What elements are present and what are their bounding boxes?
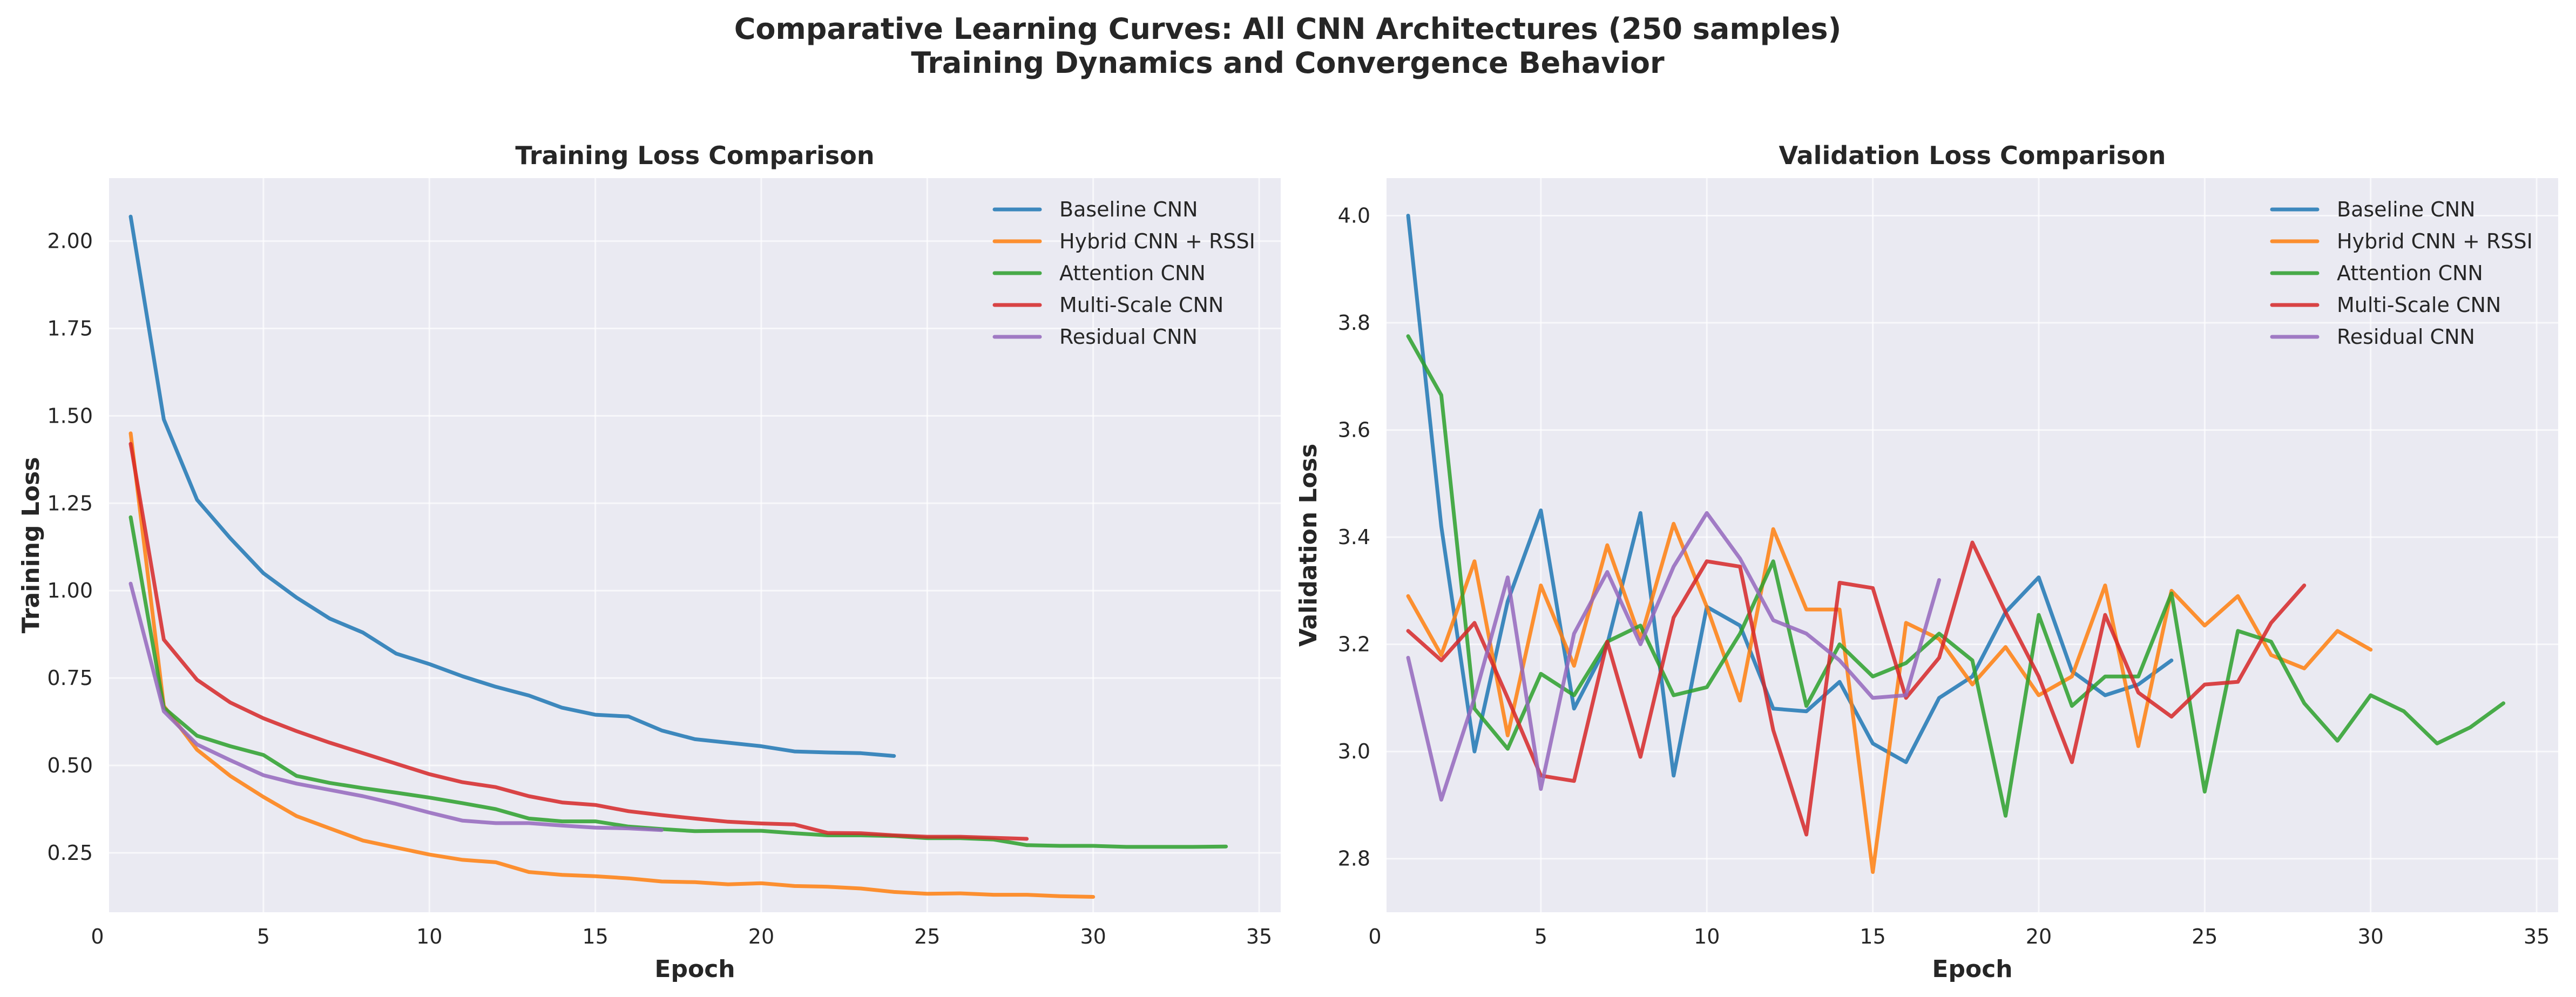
validation-loss-x-tick-label: 0 — [1368, 925, 1381, 948]
validation-loss-legend: Baseline CNN Hybrid CNN + RSSI Attention C… — [2270, 198, 2533, 349]
training-loss-y-tick-label: 2.00 — [47, 229, 93, 253]
validation-loss-legend-label-baseline-cnn: Baseline CNN — [2337, 198, 2476, 221]
training-loss-y-ticks: 0.25 0.50 0.75 1.00 1.25 1.50 1.75 2.00 — [47, 229, 93, 865]
validation-loss-x-tick-label: 5 — [1534, 925, 1547, 948]
validation-loss-y-tick-label: 3.0 — [1338, 740, 1370, 763]
validation-loss-series — [1406, 214, 2506, 874]
training-loss-x-tick-label: 25 — [914, 925, 940, 948]
validation-loss-y-tick-label: 3.8 — [1338, 311, 1370, 335]
training-loss-legend-label-residual-cnn: Residual CNN — [1059, 325, 1198, 349]
training-loss-grid — [96, 178, 1281, 912]
training-loss-y-tick-label: 0.50 — [47, 754, 93, 777]
validation-loss-y-tick-label: 3.6 — [1338, 418, 1370, 442]
validation-loss-y-tick-label: 2.8 — [1338, 847, 1370, 871]
validation-loss-y-tick-label: 3.4 — [1338, 525, 1370, 549]
validation-loss-x-ticks: 0 5 10 15 20 25 30 35 — [1368, 925, 2550, 948]
training-loss-y-tick-label: 1.00 — [47, 579, 93, 602]
validation-loss-legend-label-attention-cnn: Attention CNN — [2337, 261, 2483, 285]
validation-loss-line-baseline-cnn — [1406, 214, 2174, 778]
training-loss-x-tick-label: 0 — [91, 925, 104, 948]
figure-title-line-2: Training Dynamics and Convergence Behavi… — [911, 46, 1665, 80]
training-loss-plot-area — [109, 178, 1281, 912]
validation-loss-x-tick-label: 15 — [1860, 925, 1885, 948]
training-loss-x-ticks: 0 5 10 15 20 25 30 35 — [91, 925, 1272, 948]
validation-loss-x-tick-label: 35 — [2524, 925, 2550, 948]
validation-loss-x-tick-label: 10 — [1694, 925, 1720, 948]
validation-loss-y-ticks: 2.8 3.0 3.2 3.4 3.6 3.8 4.0 — [1338, 204, 1370, 870]
validation-loss-grid — [1374, 178, 2558, 912]
validation-loss-y-tick-label: 4.0 — [1338, 204, 1370, 227]
training-loss-legend-label-hybrid-cnn-rssi: Hybrid CNN + RSSI — [1059, 229, 1255, 253]
validation-loss-x-tick-label: 20 — [2026, 925, 2052, 948]
training-loss-series — [129, 214, 1228, 899]
validation-loss-x-tick-label: 30 — [2357, 925, 2383, 948]
validation-loss-x-tick-label: 25 — [2192, 925, 2217, 948]
training-loss-x-tick-label: 10 — [416, 925, 442, 948]
figure-title-line-1: Comparative Learning Curves: All CNN Arc… — [734, 12, 1842, 46]
validation-loss-y-axis-label: Validation Loss — [1295, 444, 1322, 647]
training-loss-line-multi-scale-cnn — [129, 442, 1029, 841]
training-loss-y-tick-label: 1.50 — [47, 404, 93, 428]
validation-loss-legend-label-multi-scale-cnn: Multi-Scale CNN — [2337, 293, 2501, 317]
training-loss-y-tick-label: 0.75 — [47, 666, 93, 690]
validation-loss-legend-label-residual-cnn: Residual CNN — [2337, 325, 2475, 349]
training-loss-y-tick-label: 0.25 — [47, 841, 93, 865]
training-loss-line-hybrid-cnn-rssi — [129, 431, 1096, 899]
training-loss-x-tick-label: 30 — [1080, 925, 1106, 948]
training-loss-x-tick-label: 35 — [1246, 925, 1272, 948]
training-loss-legend: Baseline CNN Hybrid CNN + RSSI Attention C… — [992, 198, 1255, 349]
training-loss-legend-label-attention-cnn: Attention CNN — [1059, 261, 1206, 285]
validation-loss-legend-label-hybrid-cnn-rssi: Hybrid CNN + RSSI — [2337, 229, 2533, 253]
training-loss-line-attention-cnn — [129, 515, 1228, 849]
validation-loss-x-axis-label: Epoch — [1932, 955, 2012, 983]
training-loss-x-tick-label: 20 — [748, 925, 774, 948]
training-loss-x-tick-label: 5 — [257, 925, 270, 948]
training-loss-panel: 0 5 10 15 20 25 30 35 0.25 0.50 0.75 1.00 1.25 1.50 1… — [17, 141, 1281, 983]
validation-loss-title: Validation Loss Comparison — [1779, 141, 2166, 170]
training-loss-y-axis-label: Training Loss — [17, 457, 45, 634]
training-loss-y-tick-label: 1.75 — [47, 316, 93, 340]
training-loss-title: Training Loss Comparison — [515, 141, 874, 170]
training-loss-line-residual-cnn — [129, 581, 664, 832]
validation-loss-y-tick-label: 3.2 — [1338, 633, 1370, 656]
training-loss-x-axis-label: Epoch — [654, 955, 735, 983]
validation-loss-line-multi-scale-cnn — [1406, 540, 2307, 837]
validation-loss-panel: 0 5 10 15 20 25 30 35 2.8 3.0 3.2 3.4 3.6 3.8 4.0 Val… — [1295, 141, 2558, 983]
validation-loss-line-attention-cnn — [1406, 334, 2506, 818]
training-loss-line-baseline-cnn — [129, 214, 896, 758]
training-loss-x-tick-label: 15 — [582, 925, 608, 948]
validation-loss-line-residual-cnn — [1406, 511, 1941, 802]
training-loss-legend-label-multi-scale-cnn: Multi-Scale CNN — [1059, 293, 1223, 317]
training-loss-legend-label-baseline-cnn: Baseline CNN — [1059, 198, 1198, 221]
training-loss-y-tick-label: 1.25 — [47, 491, 93, 515]
